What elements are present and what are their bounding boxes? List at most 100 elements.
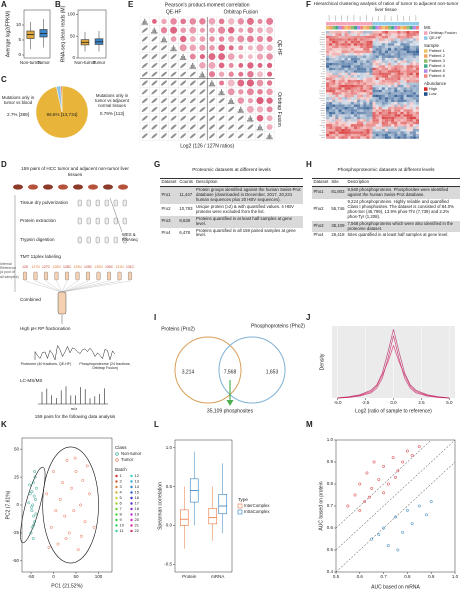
histogram-bar bbox=[163, 36, 165, 43]
legend-swatch bbox=[115, 518, 118, 522]
heatmap-cell bbox=[347, 62, 351, 66]
heatmap-cell bbox=[372, 75, 376, 78]
heatmap-cell bbox=[391, 31, 395, 34]
point bbox=[30, 509, 34, 513]
heatmap-cell bbox=[329, 104, 333, 107]
scatter-cell bbox=[141, 89, 148, 95]
point bbox=[394, 515, 397, 519]
heatmap-cell bbox=[381, 87, 385, 90]
correlation-circle bbox=[237, 35, 245, 43]
heatmap-cell bbox=[329, 129, 333, 132]
heatmap-cell bbox=[335, 31, 339, 34]
heatmap-cell bbox=[381, 33, 385, 36]
histogram-bar bbox=[233, 102, 235, 104]
heatmap-cell bbox=[388, 75, 392, 78]
heatmap-cell bbox=[412, 129, 416, 132]
heatmap-cell bbox=[332, 119, 336, 122]
heatmap-cell bbox=[397, 124, 401, 127]
heatmap-cell bbox=[391, 62, 395, 66]
heatmap-cell bbox=[412, 60, 416, 63]
heatmap-cell bbox=[397, 60, 401, 63]
histogram-bar bbox=[146, 23, 148, 25]
correlation-circle bbox=[266, 26, 274, 34]
heatmap-cell bbox=[338, 104, 342, 107]
heatmap-cell bbox=[347, 82, 351, 85]
set-label: Proteins (Pro2) bbox=[161, 326, 195, 332]
heatmap-cell bbox=[338, 75, 342, 78]
heatmap-cell bbox=[381, 131, 385, 134]
heatmap-cell bbox=[406, 67, 410, 71]
heatmap-cell bbox=[400, 72, 404, 76]
heatmap-cell bbox=[394, 121, 398, 125]
heatmap-cell bbox=[415, 99, 419, 103]
point bbox=[85, 464, 89, 468]
heatmap-cell bbox=[366, 38, 370, 41]
heatmap-cell bbox=[332, 77, 336, 80]
heatmap-cell bbox=[378, 57, 382, 61]
heatmap-cell bbox=[344, 121, 348, 125]
scatter-cell bbox=[189, 124, 196, 130]
heatmap-cell bbox=[329, 48, 333, 51]
plot-frame bbox=[23, 9, 51, 59]
y-axis-label: PC2 (7.61%) bbox=[5, 490, 11, 519]
scatter-cell bbox=[170, 98, 177, 104]
point bbox=[30, 490, 34, 494]
x-tick-label: 0.5 bbox=[333, 574, 340, 579]
scatter-cell bbox=[170, 62, 177, 68]
heatmap-cell bbox=[378, 87, 382, 90]
heatmap-cell bbox=[344, 99, 348, 103]
heatmap-cell bbox=[397, 65, 401, 68]
pie-slice bbox=[60, 85, 63, 113]
heatmap-cell bbox=[344, 70, 348, 73]
histogram-bar bbox=[259, 124, 261, 131]
tmt-channel: 127N bbox=[31, 265, 40, 269]
heatmap-cell bbox=[369, 50, 373, 54]
heatmap-cell bbox=[338, 31, 342, 34]
legend-swatch bbox=[424, 49, 428, 53]
heatmap-cell bbox=[366, 55, 370, 58]
venn-circle bbox=[218, 336, 286, 404]
heatmap-cell bbox=[375, 124, 379, 127]
heatmap-cell bbox=[403, 87, 407, 90]
heatmap-cell bbox=[369, 62, 373, 66]
legend-swatch bbox=[237, 509, 243, 515]
heatmap-cell bbox=[341, 114, 345, 117]
heatmap-cell bbox=[347, 97, 351, 100]
heatmap-cell bbox=[372, 126, 376, 129]
point bbox=[33, 520, 37, 524]
heatmap-cell bbox=[415, 65, 419, 68]
scatter-cell bbox=[141, 115, 148, 121]
heatmap-cell bbox=[366, 116, 370, 120]
heatmap-cell bbox=[403, 45, 407, 49]
y-tick-label: -25 bbox=[12, 530, 19, 535]
heatmap-cell bbox=[344, 124, 348, 127]
heatmap-cell bbox=[363, 55, 367, 58]
tmt-channel: 130C bbox=[105, 265, 114, 269]
heatmap-cell bbox=[372, 57, 376, 61]
heatmap-cell bbox=[369, 35, 373, 39]
scatter-cell bbox=[151, 98, 158, 104]
heatmap-cell bbox=[335, 94, 339, 98]
heatmap-cell bbox=[335, 129, 339, 132]
heatmap-cell bbox=[350, 57, 354, 61]
heatmap-cell bbox=[394, 70, 398, 73]
heatmap-cell bbox=[381, 77, 385, 80]
heatmap-cell bbox=[357, 33, 361, 36]
heatmap-cell bbox=[350, 53, 354, 56]
correlation-circle bbox=[266, 53, 273, 60]
heatmap-cell bbox=[415, 75, 419, 78]
heatmap-cell bbox=[415, 119, 419, 122]
heatmap-cell bbox=[397, 111, 401, 115]
heatmap-cell bbox=[372, 109, 376, 112]
heatmap-cell bbox=[353, 84, 357, 88]
heatmap-cell bbox=[397, 109, 401, 112]
heatmap-cell bbox=[372, 82, 376, 85]
heatmap-cell bbox=[403, 43, 407, 46]
ms-annotation bbox=[388, 22, 392, 26]
heatmap-cell bbox=[378, 124, 382, 127]
heatmap-cell bbox=[341, 104, 345, 107]
heatmap-cell bbox=[347, 80, 351, 83]
heatmap-cell bbox=[394, 77, 398, 80]
heatmap-cell bbox=[332, 62, 336, 66]
heatmap-cell bbox=[378, 97, 382, 100]
